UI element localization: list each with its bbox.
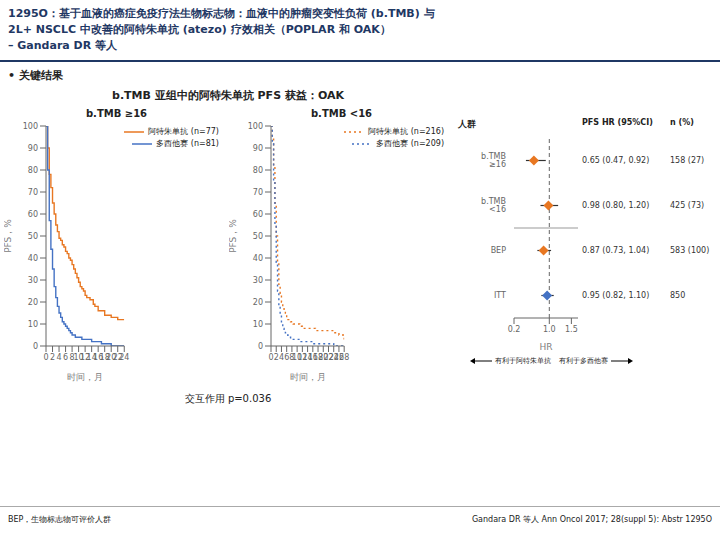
- svg-text:100: 100: [23, 122, 38, 131]
- svg-text:28: 28: [339, 353, 349, 362]
- svg-text:0.98 (0.80, 1.20): 0.98 (0.80, 1.20): [582, 201, 649, 210]
- svg-text:1.0: 1.0: [543, 325, 556, 334]
- svg-text:2: 2: [50, 353, 55, 362]
- svg-text:90: 90: [28, 144, 38, 153]
- svg-text:10: 10: [253, 320, 263, 329]
- svg-text:1.5: 1.5: [565, 325, 578, 334]
- svg-text:20: 20: [28, 298, 38, 307]
- svg-text:20: 20: [253, 298, 263, 307]
- svg-text:4: 4: [56, 353, 61, 362]
- svg-text:60: 60: [28, 210, 38, 219]
- svg-text:80: 80: [253, 166, 263, 175]
- svg-text:时间，月: 时间，月: [67, 372, 103, 382]
- svg-text:b.TMB<16: b.TMB<16: [481, 197, 506, 214]
- svg-text:ITT: ITT: [494, 291, 506, 300]
- svg-text:24: 24: [119, 353, 129, 362]
- svg-text:50: 50: [28, 232, 38, 241]
- svg-text:60: 60: [253, 210, 263, 219]
- svg-text:PFS，%: PFS，%: [229, 219, 238, 253]
- svg-text:70: 70: [253, 188, 263, 197]
- svg-text:HR: HR: [539, 342, 552, 352]
- svg-text:40: 40: [253, 254, 263, 263]
- svg-text:583 (100): 583 (100): [670, 246, 709, 255]
- svg-text:10: 10: [28, 320, 38, 329]
- svg-text:时间，月: 时间，月: [290, 372, 326, 382]
- svg-text:850: 850: [670, 291, 685, 300]
- svg-text:70: 70: [28, 188, 38, 197]
- svg-text:80: 80: [28, 166, 38, 175]
- svg-text:425 (73): 425 (73): [670, 201, 704, 210]
- svg-text:158 (27): 158 (27): [670, 156, 704, 165]
- svg-text:b.TMB≥16: b.TMB≥16: [481, 152, 506, 169]
- svg-text:30: 30: [253, 276, 263, 285]
- svg-text:0: 0: [43, 353, 48, 362]
- svg-text:6: 6: [63, 353, 68, 362]
- svg-text:0.87 (0.73, 1.04): 0.87 (0.73, 1.04): [582, 246, 649, 255]
- svg-text:PFS，%: PFS，%: [8, 219, 13, 253]
- svg-text:0: 0: [33, 342, 38, 351]
- svg-text:40: 40: [28, 254, 38, 263]
- svg-text:0.95 (0.82, 1.10): 0.95 (0.82, 1.10): [582, 291, 649, 300]
- svg-text:0.2: 0.2: [508, 325, 521, 334]
- svg-text:100: 100: [248, 122, 263, 131]
- svg-text:30: 30: [28, 276, 38, 285]
- svg-text:0.65 (0.47, 0.92): 0.65 (0.47, 0.92): [582, 156, 649, 165]
- svg-text:0: 0: [258, 342, 263, 351]
- svg-text:50: 50: [253, 232, 263, 241]
- svg-text:90: 90: [253, 144, 263, 153]
- svg-text:BEP: BEP: [491, 246, 507, 255]
